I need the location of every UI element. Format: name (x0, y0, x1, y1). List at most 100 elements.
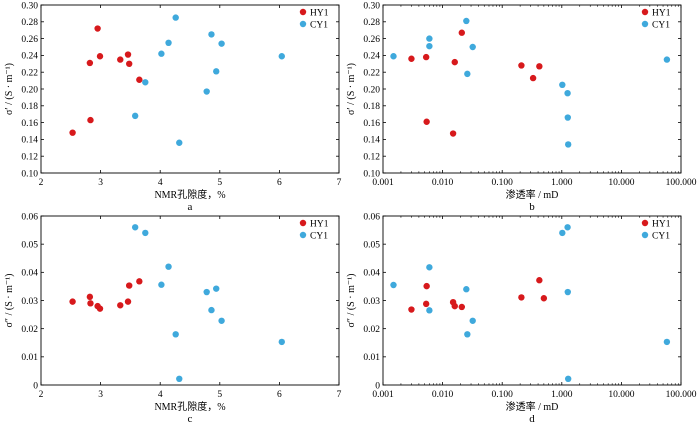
legend-label-cy1: CY1 (310, 231, 328, 241)
data-point-cy1 (131, 224, 139, 231)
x-tick-label: 1.000 (551, 178, 573, 188)
data-point-hy1 (86, 59, 94, 67)
data-point-cy1 (426, 42, 433, 50)
data-point-hy1 (87, 116, 94, 124)
data-point-cy1 (463, 286, 470, 293)
y-axis-title: σ″ / (S · m⁻¹) (4, 274, 15, 328)
x-tick-label: 0.010 (432, 178, 454, 188)
data-point-hy1 (458, 29, 466, 36)
x-tick-label: 6 (277, 178, 282, 188)
data-point-hy1 (87, 300, 94, 307)
data-point-hy1 (536, 277, 543, 284)
x-tick-label: 6 (277, 390, 282, 400)
x-tick-label: 10.000 (608, 178, 634, 188)
legend-label-cy1: CY1 (652, 231, 670, 241)
data-point-cy1 (564, 141, 572, 148)
data-point-cy1 (390, 53, 397, 60)
data-point-cy1 (165, 263, 172, 270)
y-tick-label: 0.04 (21, 269, 38, 279)
legend-marker-hy1 (641, 8, 649, 16)
chart-panel-b: 0.001 0.010 0.100 1.000 10.000 100.000 0.10 0.1… (346, 1, 697, 213)
data-point-cy1 (203, 88, 210, 95)
data-point-hy1 (518, 62, 525, 69)
data-point-hy1 (126, 60, 133, 67)
data-point-cy1 (564, 288, 571, 296)
data-point-hy1 (540, 295, 548, 302)
legend-marker-cy1 (299, 20, 307, 28)
x-tick-label: 0.001 (372, 178, 394, 188)
data-point-hy1 (124, 51, 132, 58)
legend-label-cy1: CY1 (652, 20, 670, 30)
plot-frame (382, 4, 682, 174)
x-tick-label: 7 (337, 390, 342, 400)
y-tick-label: 0 (375, 381, 380, 391)
x-tick-label: 4 (158, 390, 163, 400)
data-point-cy1 (464, 70, 471, 78)
x-axis-title: NMR孔隙度，% (154, 400, 225, 413)
data-point-cy1 (463, 17, 470, 25)
legend-label-hy1: HY1 (310, 8, 329, 18)
data-point-hy1 (408, 306, 415, 313)
x-tick-label: 0.100 (492, 178, 514, 188)
x-tick-label: 100.000 (666, 178, 697, 188)
data-point-cy1 (663, 338, 671, 346)
y-tick-label: 0.03 (21, 297, 38, 307)
data-point-hy1 (136, 278, 143, 285)
y-axis-title: σ′ / (S · m⁻¹) (4, 63, 15, 115)
data-point-cy1 (172, 14, 179, 21)
data-point-hy1 (117, 56, 124, 63)
x-tick-label: 5 (217, 178, 222, 188)
legend-marker-hy1 (299, 8, 307, 16)
data-point-cy1 (663, 56, 671, 63)
y-tick-label: 0.05 (363, 240, 380, 250)
data-point-cy1 (218, 317, 225, 324)
legend-marker-cy1 (641, 231, 649, 239)
data-point-hy1 (69, 129, 76, 136)
data-point-cy1 (564, 114, 571, 121)
data-point-cy1 (176, 375, 183, 383)
data-point-hy1 (96, 305, 104, 312)
legend-marker-cy1 (299, 231, 307, 239)
data-point-hy1 (529, 74, 537, 82)
data-point-cy1 (142, 79, 149, 86)
data-point-cy1 (213, 285, 220, 292)
legend-label-hy1: HY1 (310, 219, 329, 229)
data-point-cy1 (426, 307, 433, 314)
data-point-hy1 (422, 300, 430, 308)
y-tick-label: 0 (33, 381, 38, 391)
y-tick-label: 0.02 (21, 325, 38, 335)
data-point-hy1 (423, 282, 430, 290)
data-point-cy1 (426, 35, 433, 42)
plot-frame (40, 4, 340, 174)
panel-label: c (188, 413, 193, 425)
data-point-cy1 (213, 68, 220, 75)
y-tick-label: 0.20 (21, 85, 38, 95)
data-point-cy1 (131, 112, 139, 120)
y-tick-label: 0.01 (363, 353, 380, 363)
x-axis-title: 渗透率 / mD (506, 400, 559, 413)
y-axis-title: σ′ / (S · m⁻¹) (346, 63, 357, 115)
x-tick-label: 5 (217, 390, 222, 400)
x-axis-title: 渗透率 / mD (506, 188, 559, 201)
x-axis-title: NMR孔隙度，% (154, 188, 225, 201)
x-tick-label: 100.000 (666, 390, 697, 400)
x-tick-label: 0.100 (492, 390, 514, 400)
chart-panel-a: 2 3 4 5 6 7 0.10 0.12 0.14 0.16 0.18 0.20 0.22 0.24 0.… (4, 1, 342, 213)
data-point-cy1 (564, 375, 572, 383)
data-point-cy1 (469, 43, 476, 51)
y-tick-label: 0.01 (21, 353, 38, 363)
y-tick-label: 0.26 (21, 35, 38, 45)
data-point-cy1 (278, 53, 285, 60)
y-tick-label: 0.02 (363, 325, 380, 335)
x-tick-label: 10.000 (608, 390, 634, 400)
data-point-hy1 (451, 302, 458, 310)
x-tick-label: 4 (158, 178, 163, 188)
y-tick-label: 0.06 (363, 212, 380, 222)
data-point-hy1 (423, 118, 430, 125)
data-point-hy1 (451, 58, 458, 66)
y-tick-label: 0.03 (363, 297, 380, 307)
data-point-hy1 (136, 76, 143, 83)
